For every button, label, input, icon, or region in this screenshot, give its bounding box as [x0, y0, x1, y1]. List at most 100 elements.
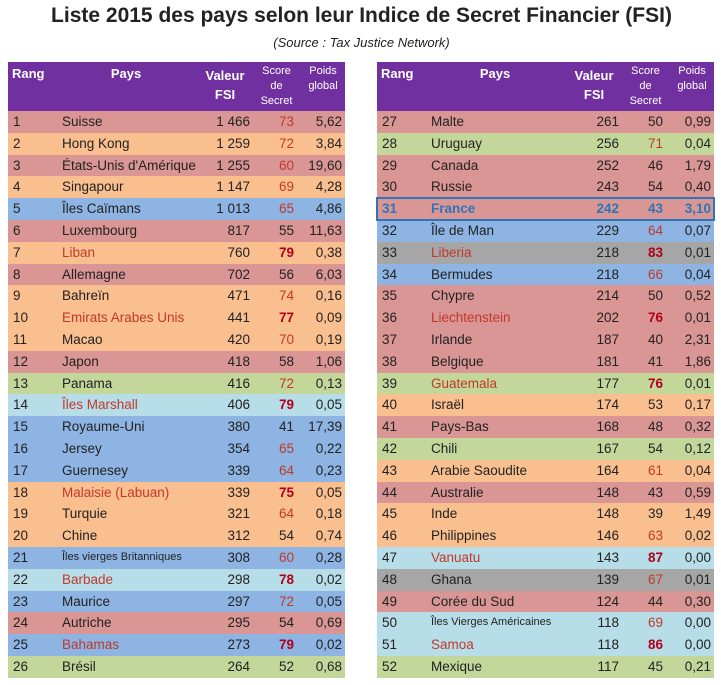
- table-row: 6 Luxembourg 817 55 11,63: [8, 219, 345, 242]
- table-row: 52 Mexique 117 45 0,21: [377, 655, 714, 678]
- table-row: 4 Singapour 1 147 69 4,28: [8, 176, 345, 199]
- table-row: 10 Emirats Arabes Unis 441 77 0,09: [8, 307, 345, 329]
- secrecy-score-cell: 44: [647, 593, 663, 609]
- table-header: Rang Pays Valeur FSI Score de Secret Poi…: [377, 62, 714, 111]
- table-row: 26 Brésil 264 52 0,68: [8, 655, 345, 678]
- country-cell: Mexique: [431, 658, 483, 674]
- secrecy-score-cell: 67: [647, 571, 663, 587]
- rank-cell: 32: [382, 222, 398, 238]
- country-cell: Liberia: [431, 244, 472, 260]
- country-cell: Irlande: [431, 331, 473, 347]
- fsi-value-cell: 312: [227, 528, 250, 544]
- country-cell: France: [431, 201, 476, 217]
- secrecy-score-cell: 40: [647, 331, 663, 347]
- secrecy-score-cell: 64: [278, 506, 294, 522]
- table-row: 40 Israël 174 53 0,17: [377, 394, 714, 417]
- rank-cell: 34: [382, 266, 398, 282]
- rank-cell: 37: [382, 331, 398, 347]
- global-weight-cell: 0,32: [684, 419, 711, 435]
- secrecy-score-cell: 58: [278, 353, 294, 369]
- rank-cell: 18: [13, 484, 29, 500]
- fsi-value-cell: 187: [596, 331, 619, 347]
- country-cell: Allemagne: [62, 266, 126, 282]
- global-weight-cell: 0,59: [684, 484, 711, 500]
- secrecy-score-cell: 52: [278, 658, 294, 674]
- table-row: 28 Uruguay 256 71 0,04: [377, 132, 714, 155]
- country-cell: Corée du Sud: [431, 593, 515, 609]
- fsi-value-cell: 321: [227, 506, 250, 522]
- secrecy-score-cell: 64: [278, 462, 294, 478]
- global-weight-cell: 0,02: [684, 528, 711, 544]
- country-cell: Macao: [62, 331, 103, 347]
- rank-cell: 6: [13, 222, 21, 238]
- country-cell: Bahamas: [62, 637, 120, 653]
- rank-cell: 38: [382, 353, 398, 369]
- country-cell: Autriche: [62, 615, 112, 631]
- global-weight-cell: 0,30: [684, 593, 711, 609]
- table-row: 32 Île de Man 229 64 0,07: [377, 219, 714, 242]
- table-row: 18 Malaisie (Labuan) 339 75 0,05: [8, 481, 345, 504]
- global-weight-cell: 0,05: [315, 397, 342, 413]
- secrecy-score-cell: 45: [647, 658, 663, 674]
- fsi-value-cell: 124: [596, 593, 619, 609]
- rank-cell: 39: [382, 375, 398, 391]
- rank-cell: 7: [13, 244, 21, 260]
- table-row: 31 France 242 43 3,10: [376, 197, 715, 221]
- table-row: 43 Arabie Saoudite 164 61 0,04: [377, 459, 714, 482]
- fsi-value-cell: 420: [227, 331, 250, 347]
- fsi-value-cell: 273: [227, 637, 250, 653]
- country-cell: Liechtenstein: [431, 310, 511, 326]
- secrecy-score-cell: 72: [278, 135, 294, 151]
- rank-cell: 4: [13, 179, 21, 195]
- fsi-value-cell: 264: [227, 658, 250, 674]
- fsi-value-cell: 380: [227, 419, 250, 435]
- country-cell: Inde: [431, 506, 458, 522]
- table-row: 48 Ghana 139 67 0,01: [377, 568, 714, 591]
- table-row: 9 Bahreïn 471 74 0,16: [8, 285, 345, 308]
- fsi-value-cell: 817: [227, 222, 250, 238]
- secrecy-score-cell: 72: [278, 375, 294, 391]
- global-weight-cell: 4,86: [315, 201, 342, 217]
- secrecy-score-cell: 76: [647, 375, 663, 391]
- rank-cell: 25: [13, 637, 29, 653]
- rank-cell: 33: [382, 244, 398, 260]
- table-row: 41 Pays-Bas 168 48 0,32: [377, 416, 714, 438]
- fsi-value-cell: 167: [596, 440, 619, 456]
- rank-cell: 40: [382, 397, 398, 413]
- rank-cell: 21: [13, 549, 29, 565]
- global-weight-cell: 0,00: [684, 637, 711, 653]
- secrecy-score-cell: 54: [647, 440, 663, 456]
- secrecy-score-cell: 60: [278, 549, 294, 565]
- table-row: 16 Jersey 354 65 0,22: [8, 437, 345, 460]
- country-cell: Chine: [62, 528, 98, 544]
- rank-cell: 43: [382, 462, 398, 478]
- table-row: 22 Barbade 298 78 0,02: [8, 568, 345, 591]
- rank-cell: 44: [382, 484, 398, 500]
- rank-cell: 22: [13, 571, 29, 587]
- fsi-value-cell: 214: [596, 288, 619, 304]
- table-row: 14 Îles Marshall 406 79 0,05: [8, 394, 345, 417]
- fsi-value-cell: 252: [596, 157, 619, 173]
- fsi-value-cell: 354: [227, 440, 250, 456]
- global-weight-cell: 0,68: [315, 658, 342, 674]
- global-weight-cell: 0,28: [315, 549, 342, 565]
- rank-cell: 48: [382, 571, 398, 587]
- global-weight-cell: 0,04: [684, 266, 711, 282]
- table-row: 37 Irlande 187 40 2,31: [377, 328, 714, 351]
- table-row: 3 États-Unis d'Amérique 1 255 60 19,60: [8, 154, 345, 177]
- country-cell: Bermudes: [431, 266, 493, 282]
- fsi-value-cell: 143: [596, 549, 619, 565]
- global-weight-cell: 0,07: [684, 222, 711, 238]
- secrecy-score-cell: 53: [647, 397, 663, 413]
- table-row: 20 Chine 312 54 0,74: [8, 525, 345, 547]
- table-row: 1 Suisse 1 466 73 5,62: [8, 111, 345, 133]
- table-row: 5 Îles Caïmans 1 013 65 4,86: [8, 198, 345, 220]
- global-weight-cell: 0,04: [684, 135, 711, 151]
- country-cell: Brésil: [62, 658, 96, 674]
- country-cell: Îles vierges Britanniques: [62, 550, 182, 563]
- rank-cell: 30: [382, 179, 398, 195]
- fsi-value-cell: 295: [227, 615, 250, 631]
- country-cell: Royaume-Uni: [62, 419, 145, 435]
- table-row: 21 Îles vierges Britanniques 308 60 0,28: [8, 546, 345, 569]
- country-cell: Israël: [431, 397, 465, 413]
